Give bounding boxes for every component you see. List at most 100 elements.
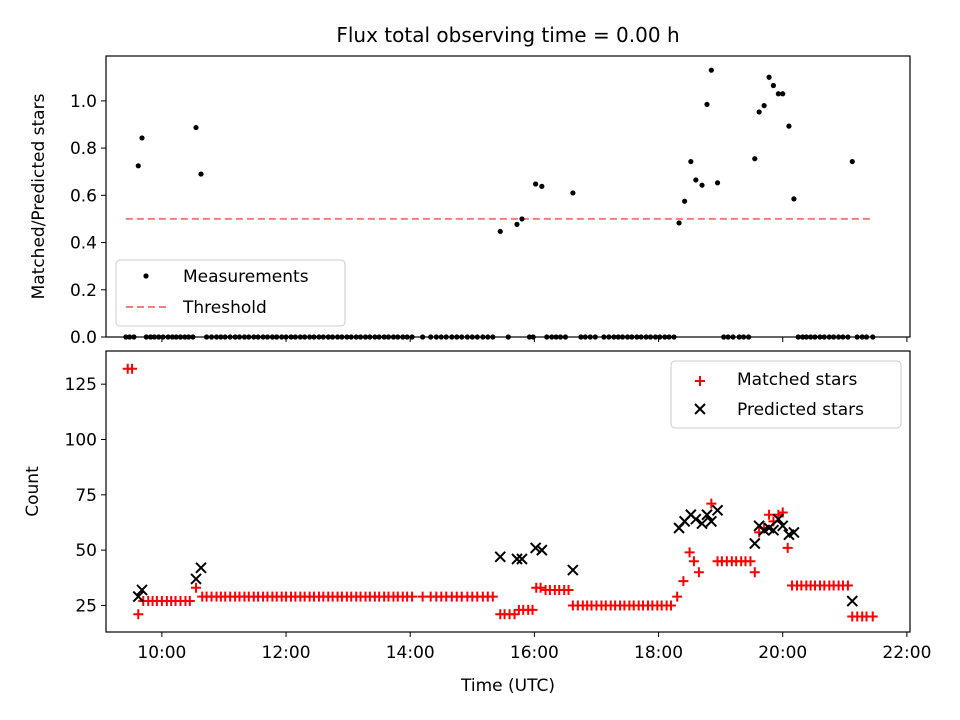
predicted-star-point: [788, 526, 800, 539]
measurement-point: [514, 221, 520, 227]
predicted-star-point: [511, 553, 523, 565]
matched-star-point: [706, 498, 717, 509]
y-tick-label: 0.8: [70, 139, 97, 159]
measurement-point: [198, 171, 204, 177]
matched-star-point: [487, 591, 498, 602]
y-tick-label: 75: [75, 486, 97, 506]
matched-star-point: [672, 591, 683, 602]
bottom-legend: Matched stars Predicted stars: [670, 360, 902, 429]
top-panel-frame: [105, 55, 911, 338]
predicted-star-point: [846, 595, 858, 607]
matched-star-point: [684, 547, 695, 558]
y-tick-label: 0.0: [70, 328, 97, 348]
measurement-point: [193, 124, 199, 131]
measurement-point: [786, 123, 792, 129]
top-panel: 0.0 0.2 0.4 0.6 0.8 1.0 Matched/Predicted sta…: [29, 55, 911, 348]
matched-star-point: [407, 591, 418, 602]
legend-predicted-label: Predicted stars: [737, 400, 864, 420]
matched-star-point: [745, 556, 756, 567]
y-tick-label: 0.6: [70, 186, 97, 206]
bottom-panel-axes: 25 50 75 100 125 10:00 12:00 14:00 16:00 18:00 20:…: [65, 375, 932, 663]
predicted-star-point: [705, 515, 718, 528]
matched-star-point: [782, 542, 793, 553]
matched-star-point: [842, 580, 853, 591]
measurement-point: [135, 163, 141, 169]
measurement-point: [688, 158, 694, 165]
measurement-point: [775, 91, 781, 97]
y-tick-label: 25: [75, 596, 97, 616]
top-y-axis-label: Matched/Predicted stars: [29, 93, 49, 299]
measurement-point: [139, 135, 145, 141]
predicted-star-point: [701, 509, 713, 521]
measurement-point: [497, 228, 503, 235]
predicted-star-point: [567, 564, 579, 576]
y-tick-label: 125: [65, 375, 97, 395]
top-legend-box: [115, 259, 346, 327]
x-tick-label: 22:00: [882, 643, 931, 663]
measurement-point: [780, 91, 786, 97]
x-tick-label: 18:00: [634, 643, 683, 663]
measurement-point: [752, 156, 758, 162]
figure-title: Flux total observing time = 0.00 h: [336, 23, 679, 47]
matched-star-point: [127, 363, 138, 374]
measurement-point: [693, 177, 699, 183]
matched-star-point: [133, 609, 144, 620]
predicted-star-point: [696, 517, 708, 530]
predicted-star-point: [711, 504, 724, 517]
predicted-star-point: [494, 551, 506, 563]
predicted-star-point: [195, 562, 207, 574]
measurement-point: [714, 180, 721, 186]
matched-star-point: [184, 596, 195, 607]
matched-star-point: [527, 604, 538, 615]
matched-star-point: [509, 609, 520, 620]
bottom-panel-marks: [122, 363, 878, 622]
legend-predicted-marker: [694, 403, 706, 415]
matched-star-point: [693, 567, 704, 578]
predicted-star-point: [777, 520, 789, 532]
y-tick-label: 0.4: [70, 234, 97, 254]
matched-star-point: [678, 576, 689, 587]
matched-star-point: [749, 567, 760, 578]
predicted-star-point: [529, 542, 542, 554]
measurement-point: [704, 101, 710, 108]
predicted-star-point: [536, 544, 548, 556]
predicted-star-point: [767, 524, 780, 536]
matched-star-point: [535, 582, 546, 593]
measurement-point: [849, 158, 855, 165]
matched-star-point: [867, 611, 878, 622]
measurement-point: [519, 216, 525, 222]
x-tick-label: 12:00: [262, 643, 311, 663]
y-tick-label: 50: [75, 541, 97, 561]
measurement-point: [708, 67, 714, 73]
top-panel-axes: 0.0 0.2 0.4 0.6 0.8 1.0: [70, 92, 908, 348]
measurement-point: [766, 74, 772, 80]
measurement-point: [756, 109, 762, 115]
measurement-point: [761, 102, 767, 109]
x-axis-label: Time (UTC): [460, 676, 555, 696]
x-tick-label: 16:00: [510, 643, 559, 663]
measurement-point: [699, 182, 705, 188]
legend-measurements-label: Measurements: [183, 267, 309, 287]
measurement-point: [791, 196, 797, 202]
predicted-star-point: [136, 584, 148, 596]
y-tick-label: 100: [65, 431, 97, 451]
y-tick-label: 1.0: [70, 92, 97, 112]
measurement-point: [539, 183, 545, 189]
predicted-star-point: [749, 537, 761, 550]
measurement-point: [676, 220, 682, 226]
matched-star-point: [563, 584, 574, 595]
legend-threshold-label: Threshold: [182, 298, 267, 318]
x-tick-label: 10:00: [137, 643, 186, 663]
x-tick-label: 14:00: [386, 643, 435, 663]
legend-measurement-marker: [143, 273, 149, 279]
top-legend: Measurements Threshold: [115, 259, 346, 327]
x-tick-label: 20:00: [758, 643, 807, 663]
bottom-y-axis-label: Count: [23, 466, 43, 517]
matched-star-point: [665, 600, 676, 611]
predicted-star-point: [132, 590, 144, 603]
bottom-panel: 25 50 75 100 125 10:00 12:00 14:00 16:00 18:00 20:…: [23, 350, 932, 696]
bottom-panel-frame: [105, 350, 911, 633]
matched-star-point: [688, 556, 699, 567]
matched-star-point: [191, 582, 202, 593]
